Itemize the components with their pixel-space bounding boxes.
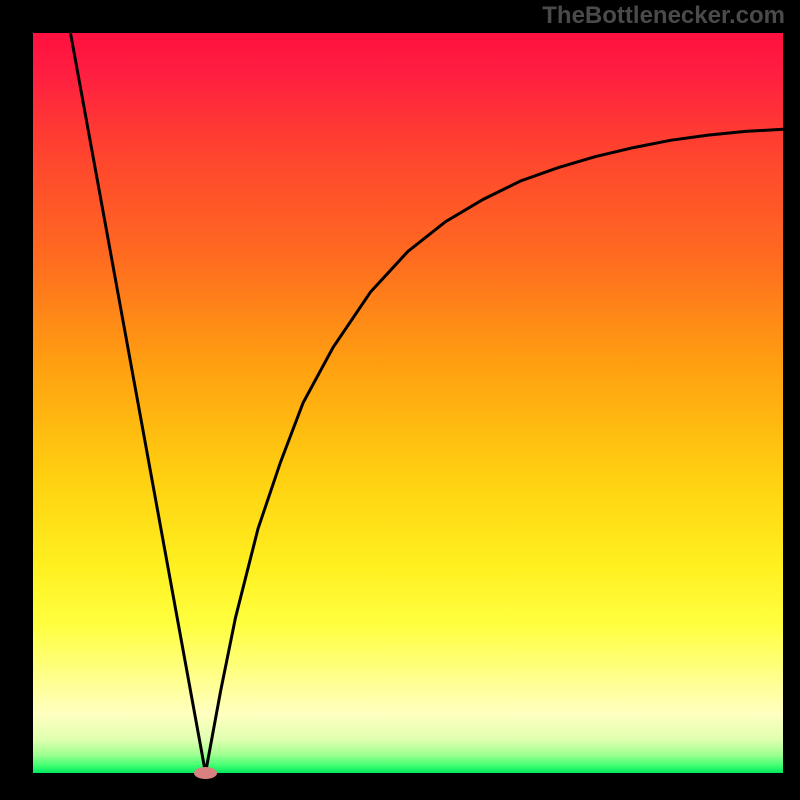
plot-area — [33, 33, 783, 773]
watermark-label: TheBottlenecker.com — [542, 2, 785, 30]
bottleneck-curve — [33, 33, 783, 773]
optimum-marker — [194, 767, 217, 779]
bottleneck-chart: TheBottlenecker.com — [0, 0, 800, 800]
